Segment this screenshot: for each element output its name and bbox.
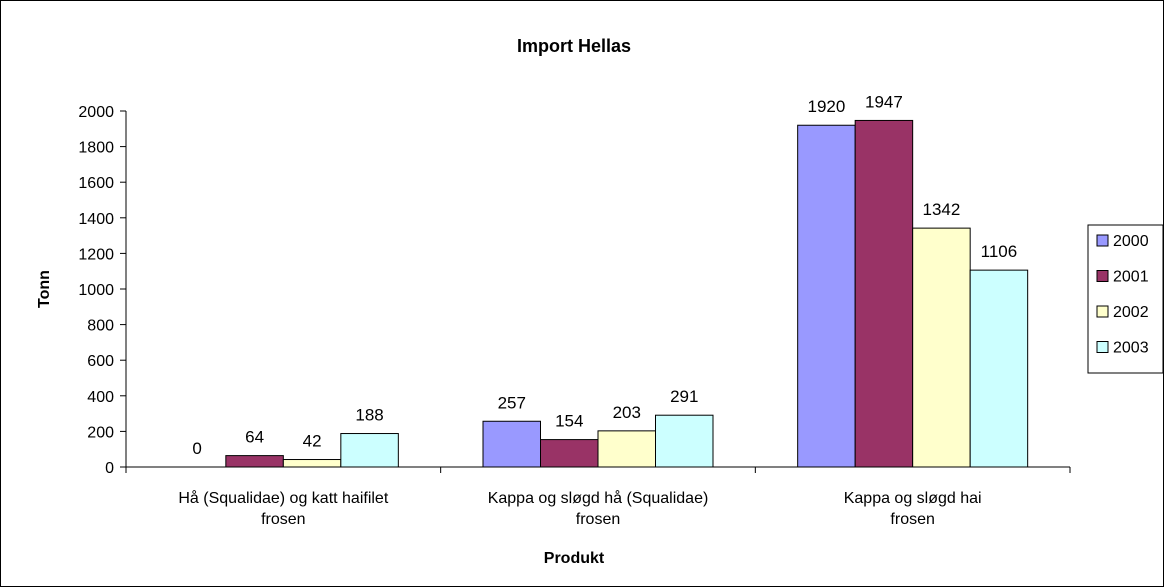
y-tick-label: 800 [87,318,114,335]
category-label: Kappa og sløgd hai [844,490,982,507]
bar [597,430,656,468]
data-label: 257 [498,393,526,412]
y-tick-label: 2000 [78,104,114,121]
y-tick-label: 400 [87,389,114,406]
legend-label: 2001 [1113,269,1149,286]
y-tick-label: 1200 [78,246,114,263]
category-label: frosen [890,511,934,528]
y-tick-label: 1600 [78,175,114,192]
data-label: 1920 [808,97,846,116]
y-tick-label: 0 [105,460,114,477]
legend-swatch [1096,234,1109,247]
data-label: 1947 [865,92,903,111]
category-label: frosen [576,511,620,528]
legend-swatch [1096,305,1109,318]
bar [540,439,599,468]
bar [797,124,856,468]
legend-label: 2003 [1113,340,1149,357]
y-tick-label: 1400 [78,211,114,228]
category-label: Hå (Squalidae) og katt haifilet [178,489,388,507]
plot-area: 0 200 400 600 800 1000 1200 1400 1600 1800 2000 0 64… [78,92,1071,528]
category-label: frosen [261,511,305,528]
bar [340,433,399,468]
legend-swatch [1096,270,1109,282]
y-axis-title: Tonn [36,270,53,308]
y-tick-label: 200 [87,424,114,441]
bar [482,420,541,468]
legend-swatch [1096,341,1109,353]
data-label: 1342 [923,200,961,219]
data-label: 64 [245,428,264,447]
bar [225,455,284,468]
data-label: 42 [303,432,322,451]
data-label: 0 [192,439,201,458]
bar [969,269,1029,468]
y-tick-label: 1000 [78,282,114,299]
bar [655,414,714,468]
data-label: 1106 [981,242,1018,261]
legend-label: 2000 [1113,233,1149,250]
y-tick-label: 1800 [78,140,114,157]
data-label: 188 [355,406,383,425]
legend: 2000 2001 2002 2003 [1087,224,1164,374]
bar [282,459,342,468]
y-tick-label: 600 [87,353,114,370]
chart-title: Import Hellas [517,36,631,56]
legend-label: 2002 [1113,304,1149,321]
data-label: 203 [613,403,641,422]
x-axis-title: Produkt [544,550,605,567]
bar [854,119,914,468]
data-label: 291 [670,387,698,406]
bar [912,227,971,468]
data-label: 154 [555,412,583,431]
category-label: Kappa og sløgd hå (Squalidae) [488,489,709,507]
